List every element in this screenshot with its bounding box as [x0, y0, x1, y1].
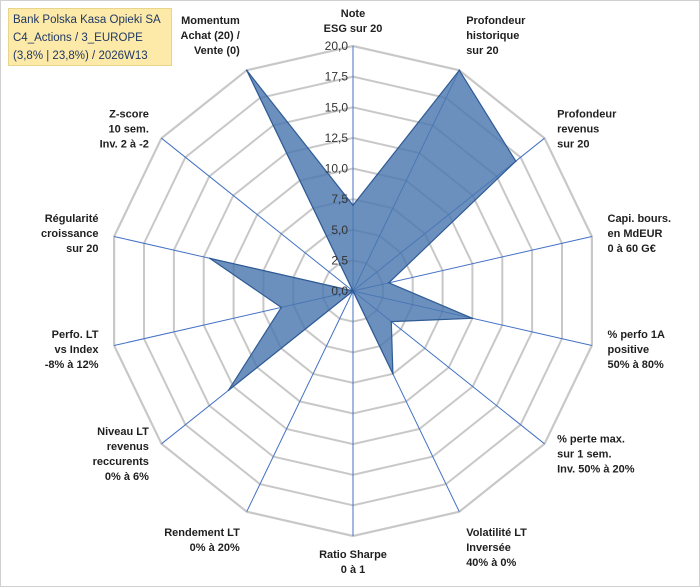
radar-axis-label: Z-score 10 sem. Inv. 2 à -2 [100, 108, 149, 150]
header-category: C4_Actions / 3_EUROPE [13, 32, 143, 44]
radar-axis-labels: Note ESG sur 20 Profondeur historique sur 20… [41, 8, 671, 576]
radar-axis-label: Ratio Sharpe 0 à 1 [319, 549, 387, 576]
radar-tick-label: 7,5 [331, 192, 348, 206]
radar-data-point [227, 389, 230, 392]
radar-axis-label: Profondeur revenus sur 20 [557, 108, 617, 150]
radar-data-point [352, 290, 354, 292]
radar-axis-label: Momentum Achat (20) / Vente (0) [181, 15, 241, 57]
radar-series [208, 69, 517, 392]
radar-tick-label: 17,5 [325, 70, 349, 84]
radar-spoke [246, 290, 354, 512]
chart-header: Bank Polska Kasa Opieki SA C4_Actions / … [8, 8, 172, 66]
radar-tick-label: 5,0 [331, 223, 348, 237]
radar-axis-label: Capi. bours. en MdEUR 0 à 60 G€ [608, 213, 672, 255]
radar-data-point [245, 69, 248, 72]
radar-tick-label: 0,0 [331, 284, 348, 298]
radar-axis-label: Niveau LT revenus reccurents 0% à 6% [93, 426, 150, 483]
radar-ticks: 0,0 2,5 5,0 7,5 10,0 12,5 15,0 17,5 20,0 [325, 39, 349, 298]
radar-data-point [352, 204, 354, 207]
radar-tick-label: 20,0 [325, 39, 349, 53]
radar-spoke [161, 137, 354, 292]
header-period: (3,8% | 23,8%) / 2026W13 [13, 50, 148, 62]
radar-spoke [352, 236, 593, 292]
radar-tick-label: 10,0 [325, 162, 349, 176]
radar-data-point [208, 257, 211, 260]
radar-axis-label: Note ESG sur 20 [324, 8, 383, 35]
radar-data-point [458, 69, 461, 72]
radar-data-point [515, 160, 517, 162]
radar-axis-label: Rendement LT 0% à 20% [164, 527, 240, 554]
radar-data-point [390, 320, 393, 323]
radar-data-point [471, 317, 474, 320]
radar-axis-label: % perte max. sur 1 sem. Inv. 50% à 20% [557, 434, 635, 476]
radar-axis-label: Profondeur historique sur 20 [466, 15, 526, 57]
radar-data-point [280, 306, 283, 309]
radar-data-point [392, 373, 394, 375]
radar-series-area [209, 69, 517, 391]
radar-tick-label: 15,0 [325, 100, 349, 114]
radar-axis-label: Perfo. LT vs Index -8% à 12% [45, 329, 100, 371]
radar-axis-label: Volatilité LT Inversée 40% à 0% [466, 527, 527, 569]
radar-data-point [388, 282, 390, 284]
radar-tick-label: 2,5 [331, 253, 348, 267]
radar-axis-label: Régularité croissance sur 20 [41, 213, 98, 255]
radar-axis-label: % perfo 1A positive 50% à 80% [608, 329, 666, 371]
header-company: Bank Polska Kasa Opieki SA [13, 14, 161, 26]
radar-tick-label: 12,5 [325, 131, 349, 145]
